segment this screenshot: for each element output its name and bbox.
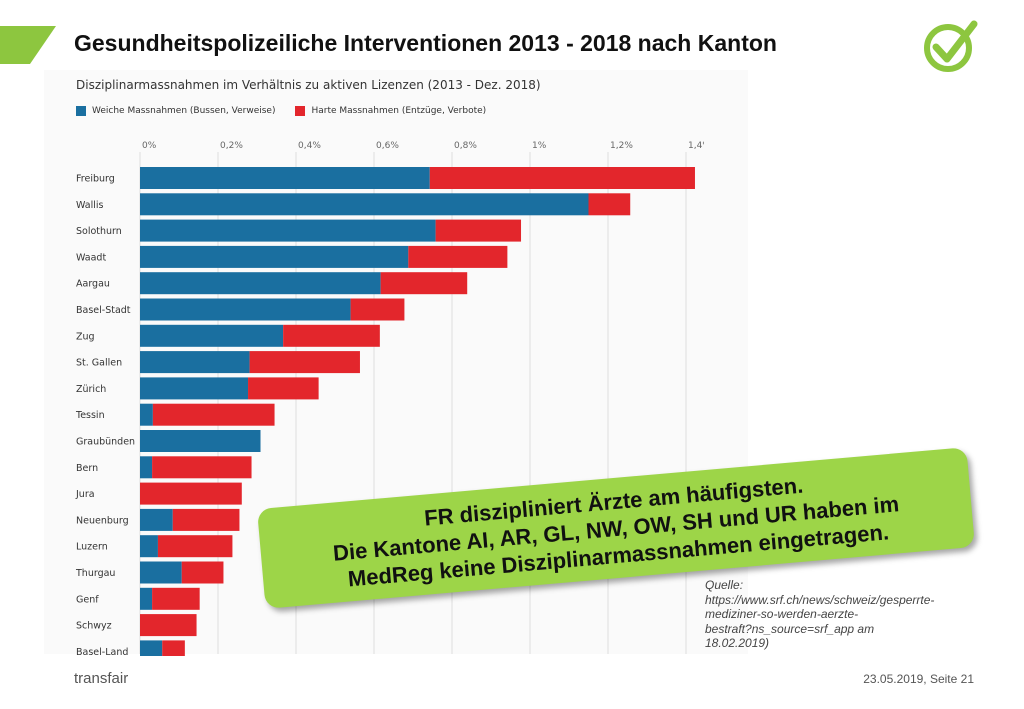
bar-hard-measures <box>435 219 522 242</box>
x-tick-label: 0,8% <box>454 141 477 151</box>
bar-hard-measures <box>152 456 252 479</box>
bar-soft-measures <box>140 298 351 321</box>
source-date-line: 18.02.2019) <box>705 636 770 650</box>
source-url-line-1: https://www.srf.ch/news/schweiz/gesperrt… <box>705 592 935 607</box>
bar-hard-measures <box>181 561 224 584</box>
brand-logo-text: transfair <box>74 670 129 687</box>
legend-item-soft: Weiche Massnahmen (Bussen, Verweise) <box>76 106 275 116</box>
bar-soft-measures <box>140 272 381 295</box>
category-label: Zug <box>76 331 95 342</box>
bar-chart: 0% 0,2% 0,4% 0,6% 0,8% 1% 1,2% 1,4% Freiburg Wall… <box>75 141 704 656</box>
bar-hard-measures <box>140 614 197 637</box>
legend-item-hard: Harte Massnahmen (Entzüge, Verbote) <box>295 106 486 116</box>
category-label: Freiburg <box>76 174 115 185</box>
x-tick-label: 1,2% <box>610 141 633 151</box>
bar-hard-measures <box>248 377 319 400</box>
bar-hard-measures <box>408 245 508 268</box>
category-label: Neuenburg <box>76 515 129 526</box>
bar-soft-measures <box>140 324 284 347</box>
bar-hard-measures <box>380 272 468 295</box>
bar-soft-measures <box>140 587 153 610</box>
footer-date-page: 23.05.2019, Seite 21 <box>863 672 974 686</box>
category-label: Basel-Land <box>76 647 128 656</box>
legend-swatch-hard <box>295 106 306 116</box>
bar-soft-measures <box>140 219 436 242</box>
bar-soft-measures <box>140 193 589 216</box>
chart-title: Disziplinarmassnahmen im Verhältnis zu a… <box>76 78 541 92</box>
category-label: Thurgau <box>75 568 115 579</box>
category-label: Jura <box>75 489 95 500</box>
bar-soft-measures <box>140 245 409 268</box>
bar-hard-measures <box>283 324 380 347</box>
slide-title: Gesundheitspolizeiliche Interventionen 2… <box>74 30 777 56</box>
legend-label-soft: Weiche Massnahmen (Bussen, Verweise) <box>92 106 276 116</box>
bar-soft-measures <box>140 430 261 452</box>
category-label: Solothurn <box>76 226 122 237</box>
bar-soft-measures <box>140 456 153 479</box>
bar-soft-measures <box>140 377 249 400</box>
category-label: Waadt <box>76 252 106 263</box>
category-label: St. Gallen <box>76 358 122 369</box>
category-label: Graubünden <box>76 437 135 448</box>
category-label: Genf <box>76 594 99 605</box>
corner-accent-shape <box>0 26 56 64</box>
checkmark-icon <box>924 20 978 72</box>
bar-hard-measures <box>429 167 695 189</box>
bar-soft-measures <box>140 403 153 426</box>
bar-soft-measures <box>140 535 158 558</box>
bar-soft-measures <box>140 167 430 189</box>
x-tick-label: 1% <box>532 141 547 151</box>
category-label: Basel-Stadt <box>76 305 131 316</box>
bar-hard-measures <box>350 298 405 321</box>
bar-hard-measures <box>157 535 233 558</box>
category-label: Wallis <box>76 200 104 211</box>
legend-swatch-soft <box>76 106 86 116</box>
category-label: Schwyz <box>76 621 112 632</box>
bar-hard-measures <box>172 508 240 531</box>
x-tick-label: 0,2% <box>220 141 243 151</box>
category-label: Bern <box>76 463 98 474</box>
category-label: Aargau <box>76 279 110 290</box>
x-tick-label: 0,6% <box>376 141 399 151</box>
legend-label-hard: Harte Massnahmen (Entzüge, Verbote) <box>311 106 487 116</box>
category-label: Luzern <box>76 542 108 553</box>
bar-soft-measures <box>140 351 250 374</box>
chart-legend: Weiche Massnahmen (Bussen, Verweise) Har… <box>76 106 486 116</box>
source-url-line-3: bestraft?ns_source=srf_app am <box>705 621 875 636</box>
bar-hard-measures <box>162 640 185 656</box>
x-tick-label: 1,4% <box>688 141 704 151</box>
x-tick-label: 0% <box>142 141 157 151</box>
bar-hard-measures <box>249 351 360 374</box>
source-label: Quelle: <box>705 578 744 592</box>
source-url-line-2: mediziner-so-werden-aerzte- <box>705 607 859 621</box>
bar-soft-measures <box>140 508 173 531</box>
category-label: Zürich <box>76 384 106 395</box>
bar-hard-measures <box>152 587 200 610</box>
source-note: Quelle: https://www.srf.ch/news/schweiz/… <box>705 578 985 651</box>
bar-hard-measures <box>588 193 631 216</box>
category-label: Tessin <box>75 410 105 421</box>
x-tick-label: 0,4% <box>298 141 321 151</box>
bar-soft-measures <box>140 640 163 656</box>
bar-soft-measures <box>140 561 182 584</box>
bar-hard-measures <box>140 482 242 505</box>
bar-hard-measures <box>152 403 275 426</box>
